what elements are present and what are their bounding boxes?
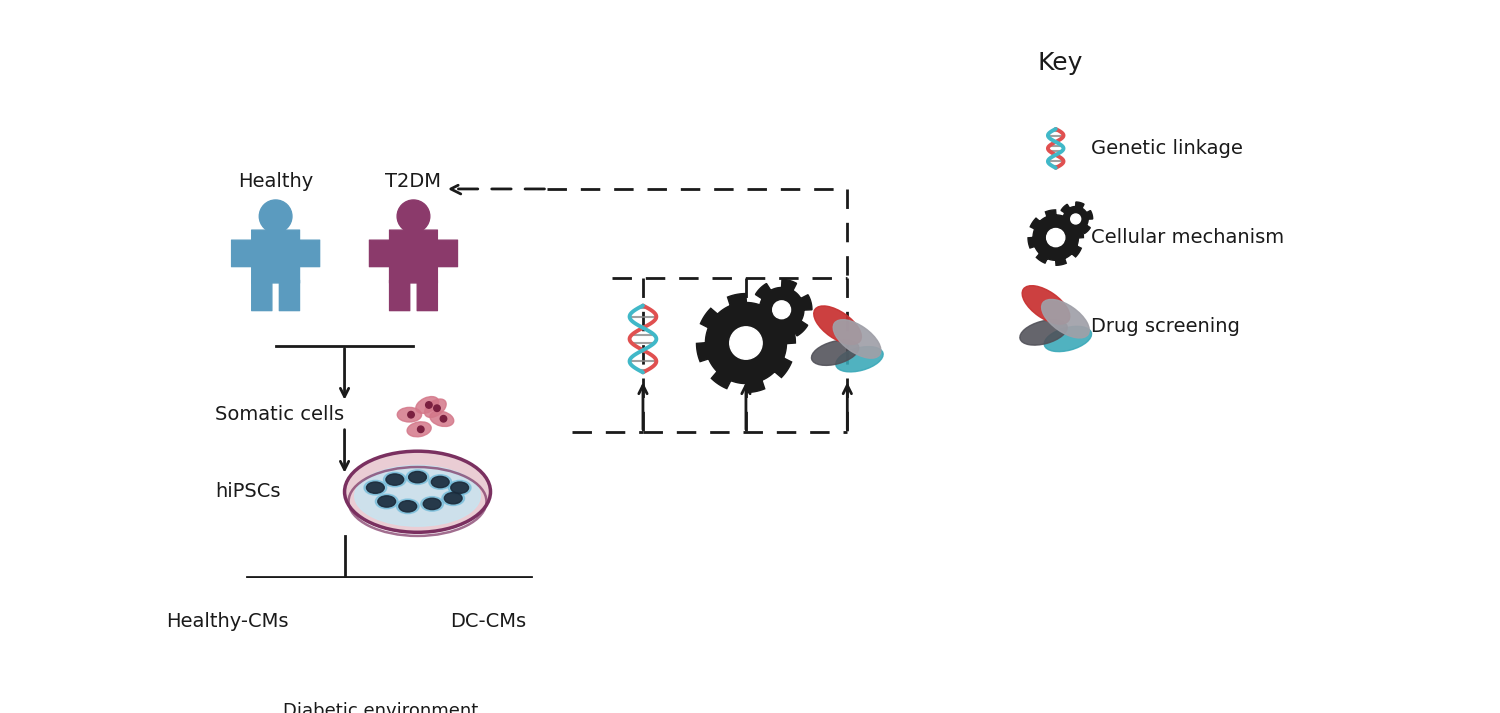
Text: Healthy: Healthy <box>238 172 314 191</box>
Ellipse shape <box>833 319 880 358</box>
Polygon shape <box>696 294 795 392</box>
FancyBboxPatch shape <box>252 230 300 283</box>
Text: Drug screening: Drug screening <box>1090 317 1239 337</box>
Ellipse shape <box>452 482 468 493</box>
FancyArrowPatch shape <box>308 682 452 692</box>
FancyBboxPatch shape <box>279 280 300 311</box>
Circle shape <box>398 200 430 232</box>
Ellipse shape <box>478 668 567 705</box>
Ellipse shape <box>422 496 444 511</box>
Ellipse shape <box>442 491 465 506</box>
Ellipse shape <box>429 475 451 489</box>
FancyBboxPatch shape <box>417 280 438 311</box>
Ellipse shape <box>345 451 490 533</box>
Polygon shape <box>1028 210 1083 265</box>
Circle shape <box>433 405 439 411</box>
Ellipse shape <box>364 481 387 495</box>
FancyBboxPatch shape <box>231 240 252 267</box>
Ellipse shape <box>178 668 267 705</box>
Ellipse shape <box>1022 286 1070 324</box>
Ellipse shape <box>366 482 384 493</box>
Circle shape <box>417 426 424 433</box>
Text: Cellular mechanism: Cellular mechanism <box>1090 228 1284 247</box>
Circle shape <box>513 704 525 713</box>
Circle shape <box>440 416 447 422</box>
Ellipse shape <box>424 399 445 417</box>
FancyBboxPatch shape <box>390 230 438 283</box>
Ellipse shape <box>406 470 429 484</box>
FancyBboxPatch shape <box>438 240 458 267</box>
Ellipse shape <box>836 347 884 372</box>
Ellipse shape <box>501 694 578 713</box>
FancyBboxPatch shape <box>300 240 320 267</box>
Circle shape <box>209 647 220 658</box>
FancyArrowPatch shape <box>452 184 544 194</box>
Circle shape <box>530 681 542 692</box>
FancyBboxPatch shape <box>390 280 410 311</box>
Text: Genetic linkage: Genetic linkage <box>1090 139 1242 158</box>
Text: hiPSCs: hiPSCs <box>214 482 280 501</box>
Ellipse shape <box>416 396 438 414</box>
Ellipse shape <box>172 637 249 668</box>
Ellipse shape <box>354 466 480 526</box>
Circle shape <box>729 327 762 359</box>
Ellipse shape <box>813 306 861 344</box>
Circle shape <box>494 677 504 688</box>
Polygon shape <box>1059 202 1092 236</box>
Ellipse shape <box>384 472 406 487</box>
Polygon shape <box>752 279 812 340</box>
Ellipse shape <box>396 499 418 513</box>
Text: Somatic cells: Somatic cells <box>214 405 344 424</box>
Ellipse shape <box>378 496 396 507</box>
Circle shape <box>537 705 549 713</box>
FancyBboxPatch shape <box>369 240 390 267</box>
Text: DC-CMs: DC-CMs <box>450 612 526 631</box>
Text: T2DM: T2DM <box>386 172 441 191</box>
Circle shape <box>509 647 520 658</box>
Circle shape <box>260 200 292 232</box>
FancyBboxPatch shape <box>252 280 272 311</box>
Ellipse shape <box>430 411 454 426</box>
Circle shape <box>408 411 414 418</box>
Ellipse shape <box>423 498 441 510</box>
Ellipse shape <box>1020 320 1066 345</box>
Ellipse shape <box>444 493 462 504</box>
Ellipse shape <box>812 340 859 365</box>
Ellipse shape <box>399 501 417 512</box>
Circle shape <box>426 401 432 409</box>
Circle shape <box>213 704 225 713</box>
Ellipse shape <box>448 481 471 495</box>
Circle shape <box>772 301 790 319</box>
Ellipse shape <box>1041 299 1089 338</box>
Text: Healthy-CMs: Healthy-CMs <box>166 612 288 631</box>
Ellipse shape <box>1044 327 1092 352</box>
Circle shape <box>1047 228 1065 247</box>
Ellipse shape <box>406 422 430 437</box>
Ellipse shape <box>398 407 422 422</box>
Text: Diabetic environment: Diabetic environment <box>284 702 478 713</box>
Ellipse shape <box>386 474 404 486</box>
Ellipse shape <box>375 494 398 509</box>
Circle shape <box>1071 214 1080 224</box>
Ellipse shape <box>408 471 426 483</box>
Ellipse shape <box>472 637 549 668</box>
Circle shape <box>230 681 240 692</box>
Text: Key: Key <box>1038 51 1083 76</box>
Ellipse shape <box>432 476 448 488</box>
Circle shape <box>237 705 249 713</box>
Circle shape <box>194 677 204 688</box>
Ellipse shape <box>201 694 278 713</box>
